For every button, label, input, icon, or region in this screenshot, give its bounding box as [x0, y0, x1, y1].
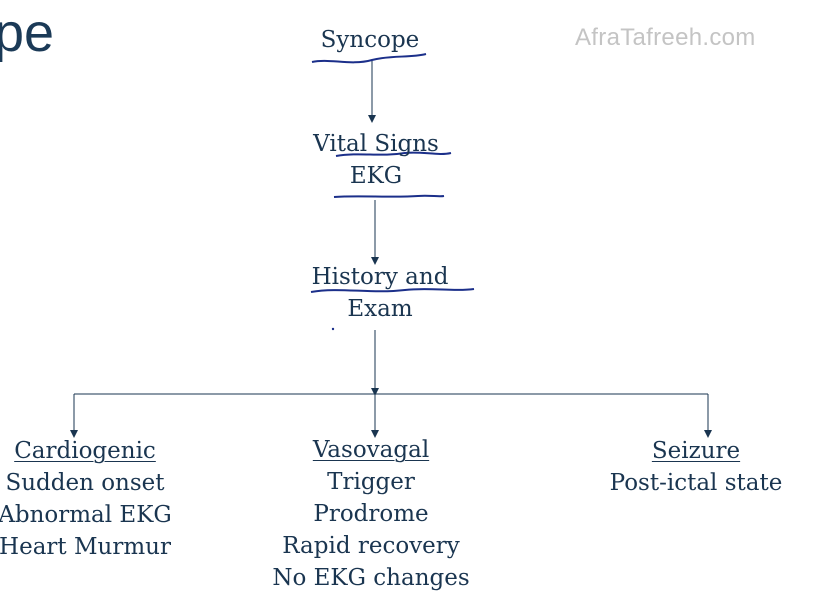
- annotation-underline-ekg: [333, 194, 445, 198]
- slide-title: pe: [0, 3, 55, 63]
- branch-seizure-item: Post-ictal state: [609, 470, 783, 496]
- node-ekg-label: EKG: [349, 163, 403, 189]
- branch-vasovagal-item: No EKG changes: [272, 565, 470, 591]
- branch-cardiogenic-item: Sudden onset: [5, 470, 165, 496]
- annotation-dot: [331, 327, 335, 331]
- branch-vasovagal-item: Prodrome: [313, 501, 429, 527]
- branch-cardiogenic-heading: Cardiogenic: [14, 438, 156, 464]
- branch-cardiogenic-item: Heart Murmur: [0, 534, 171, 560]
- annotation-underline-history: [310, 288, 475, 293]
- watermark: AfraTafreeh.com: [575, 24, 756, 51]
- branch-vasovagal-item: Rapid recovery: [282, 533, 460, 559]
- node-syncope: Syncope: [312, 24, 428, 56]
- annotation-underline-vital-signs: [335, 151, 452, 157]
- branch-seizure-heading: Seizure: [651, 438, 741, 464]
- node-history-label: History and: [311, 264, 449, 290]
- node-history-exam: History and Exam: [290, 261, 470, 325]
- node-vital-signs-label: Vital Signs: [313, 131, 439, 157]
- node-exam-label: Exam: [347, 296, 413, 322]
- node-syncope-label: Syncope: [320, 27, 420, 53]
- branch-vasovagal: Vasovagal Trigger Prodrome Rapid recover…: [261, 434, 481, 594]
- branch-seizure: Seizure Post-ictal state: [596, 435, 796, 499]
- branch-vasovagal-item: Trigger: [327, 469, 415, 495]
- branch-cardiogenic-item: Abnormal EKG: [0, 502, 172, 528]
- node-vital-signs-ekg: Vital Signs EKG: [296, 128, 456, 192]
- annotation-underline-syncope: [311, 53, 427, 64]
- branch-cardiogenic: Cardiogenic Sudden onset Abnormal EKG He…: [0, 435, 180, 563]
- branch-vasovagal-heading: Vasovagal: [312, 437, 430, 463]
